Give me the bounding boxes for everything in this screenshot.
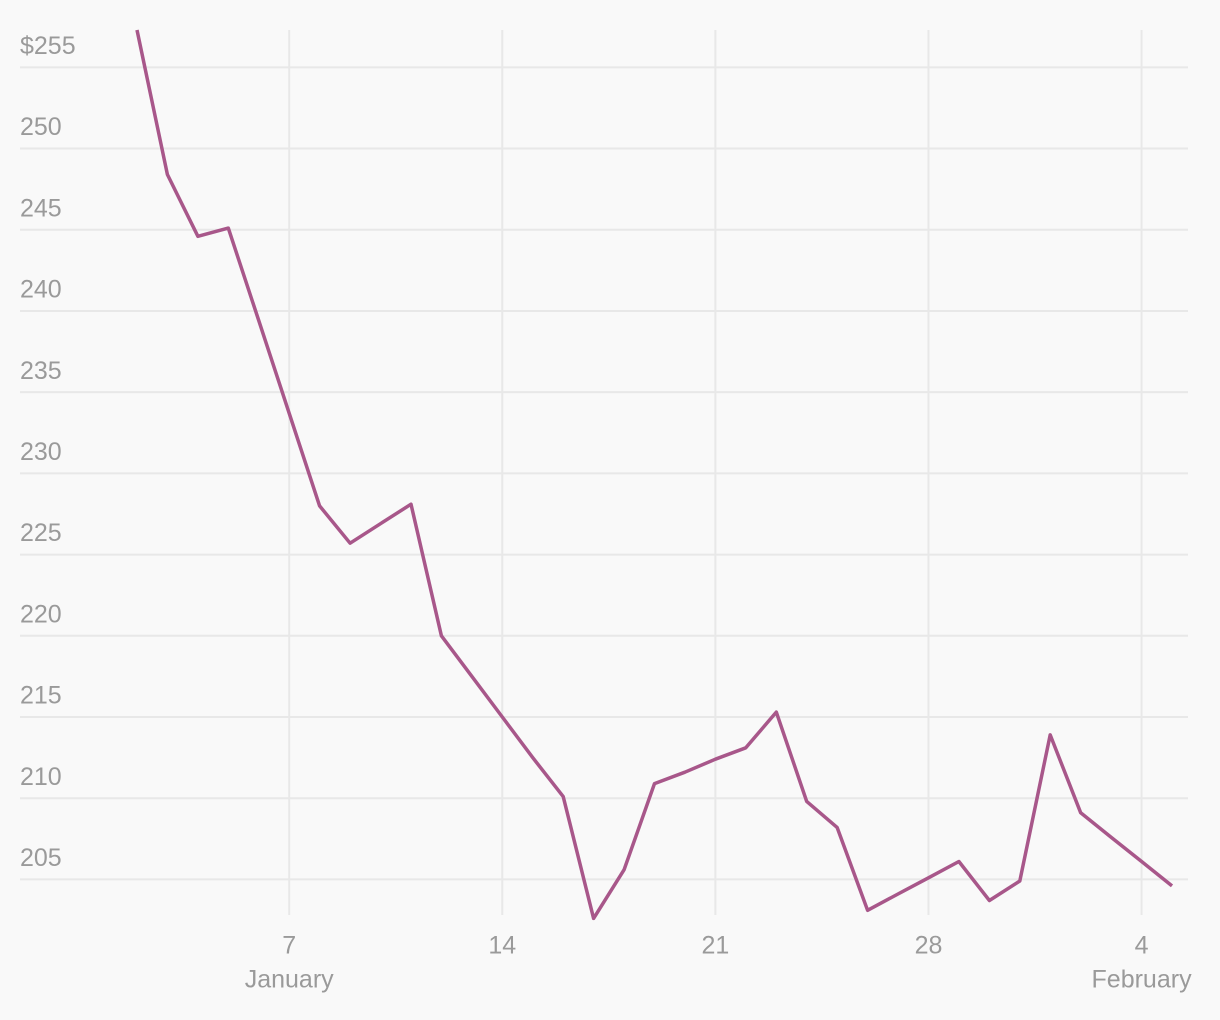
y-tick-label: 220 [20, 600, 62, 628]
x-tick-label: 28 [915, 932, 943, 960]
y-tick-label: 250 [20, 113, 62, 141]
x-month-label: January [245, 966, 334, 994]
y-tick-label: 230 [20, 438, 62, 466]
price-line [135, 29, 1174, 921]
y-tick-label: $255 [20, 32, 76, 60]
y-tick-label: 240 [20, 276, 62, 304]
x-tick-label: 4 [1135, 932, 1149, 960]
y-tick-label: 210 [20, 763, 62, 791]
x-tick-label: 7 [282, 932, 296, 960]
x-tick-label: 14 [488, 932, 516, 960]
y-tick-label: 235 [20, 357, 62, 385]
y-tick-label: 215 [20, 682, 62, 710]
y-tick-label: 245 [20, 194, 62, 222]
x-tick-label: 21 [701, 932, 729, 960]
x-month-label: February [1092, 966, 1193, 994]
y-tick-label: 205 [20, 844, 62, 872]
y-tick-label: 225 [20, 519, 62, 547]
